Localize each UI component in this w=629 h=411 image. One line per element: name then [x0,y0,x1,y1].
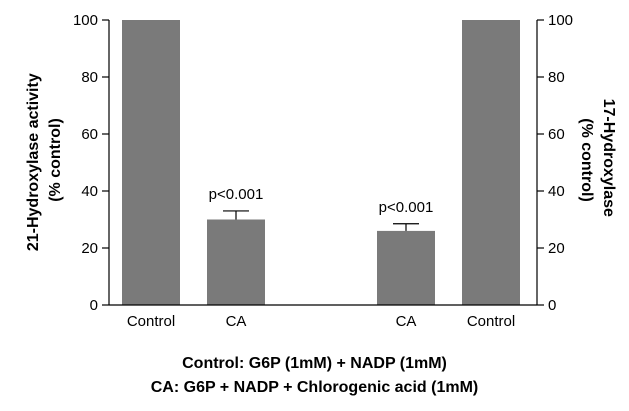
left-y-axis-label: 21-Hydroxylase activity (% control) [25,69,64,251]
right-tick-label: 80 [548,69,565,86]
p-value-label: p<0.001 [209,186,264,203]
annotations: p<0.001 p<0.001 [209,186,434,216]
right-tick-label: 20 [548,240,565,257]
x-tick-label: Control [127,313,175,330]
p-value-label: p<0.001 [379,199,434,216]
bar [207,219,265,305]
caption-line-control: Control: G6P (1mM) + NADP (1mM) [182,355,447,372]
left-y-axis-ticks: 0 20 40 60 80 100 [73,12,109,314]
bar [377,230,435,305]
left-y-label-line-1: 21-Hydroxylase activity [25,73,42,251]
right-y-label-line-2: (% control) [578,118,595,202]
left-tick-label: 80 [81,69,98,86]
x-tick-label: CA [396,313,417,330]
x-tick-label: CA [226,313,247,330]
right-tick-label: 0 [548,297,556,314]
right-tick-label: 40 [548,183,565,200]
left-tick-label: 100 [73,12,98,29]
bar [462,20,520,305]
left-tick-label: 40 [81,183,98,200]
right-tick-label: 100 [548,12,573,29]
right-y-label-line-1: 17-Hydroxylase [600,99,617,217]
right-tick-label: 60 [548,126,565,143]
right-y-axis-ticks: 0 20 40 60 80 100 [537,12,573,314]
left-tick-label: 60 [81,126,98,143]
right-y-axis-label: 17-Hydroxylase (% control) [578,99,617,222]
bars [122,20,520,305]
left-y-label-line-2: (% control) [47,118,64,202]
bar [122,20,180,305]
caption-line-ca: CA: G6P + NADP + Chlorogenic acid (1mM) [150,379,479,396]
x-axis-tick-labels: Control CA CA Control [127,313,515,330]
left-tick-label: 20 [81,240,98,257]
x-tick-label: Control [467,313,515,330]
left-tick-label: 0 [90,297,98,314]
